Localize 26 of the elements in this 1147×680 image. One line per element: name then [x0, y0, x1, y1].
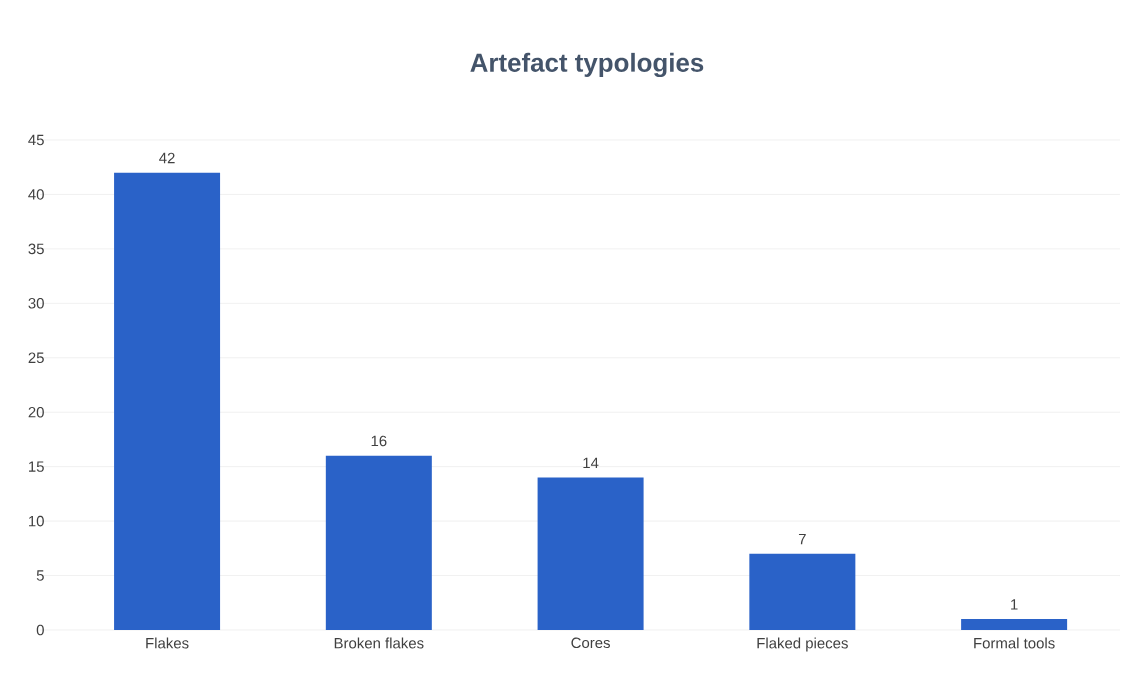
y-tick-label: 0 — [36, 624, 44, 636]
x-tick-label: Flakes — [146, 637, 189, 649]
x-tick-label: Cores — [571, 637, 610, 649]
bar — [537, 477, 644, 630]
data-label: 7 — [798, 533, 806, 545]
chart-title: Artefact typologies — [470, 52, 704, 78]
x-tick-label: Broken flakes — [334, 637, 424, 649]
data-label: 16 — [371, 435, 387, 447]
y-tick-label: 25 — [28, 352, 44, 364]
y-tick-label: 30 — [28, 298, 44, 309]
data-label: 42 — [159, 152, 175, 164]
y-tick-label: 45 — [28, 134, 44, 146]
y-tick-label: 10 — [29, 515, 44, 527]
y-tick-label: 5 — [36, 570, 44, 581]
y-tick-label: 40 — [28, 189, 44, 200]
bar — [749, 553, 856, 630]
x-tick-label: Flaked pieces — [757, 637, 848, 652]
bar — [114, 172, 221, 630]
x-tick-label: Formal tools — [974, 637, 1055, 649]
data-label: 14 — [583, 457, 599, 469]
y-tick-label: 15 — [29, 461, 44, 472]
bar — [325, 455, 432, 630]
y-tick-label: 20 — [28, 406, 44, 418]
bar — [961, 619, 1068, 630]
data-label: 1 — [1011, 599, 1018, 610]
y-tick-label: 35 — [28, 243, 44, 255]
